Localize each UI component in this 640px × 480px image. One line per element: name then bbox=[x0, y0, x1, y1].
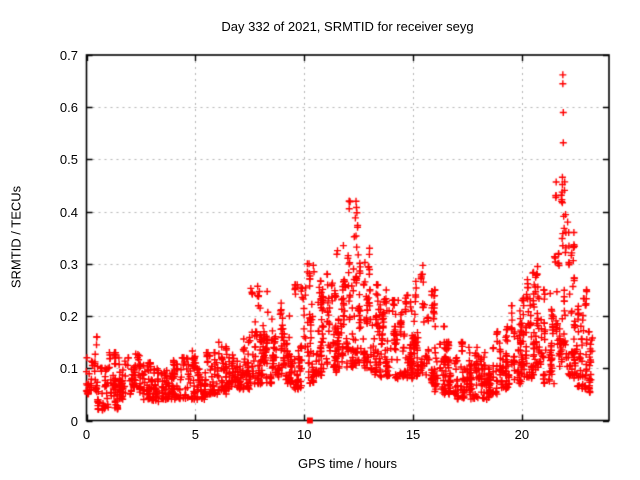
chart-title: Day 332 of 2021, SRMTID for receiver sey… bbox=[221, 19, 474, 34]
y-tick-label: 0 bbox=[70, 413, 78, 429]
y-tick-label: 0.5 bbox=[59, 152, 78, 168]
y-tick-label: 0.3 bbox=[59, 256, 78, 272]
y-tick-label: 0.7 bbox=[59, 48, 78, 63]
x-tick-label: 20 bbox=[514, 427, 530, 442]
y-axis-label: SRMTID / TECUs bbox=[8, 185, 24, 289]
x-tick-label: 15 bbox=[405, 427, 421, 442]
y-tick-label: 0.6 bbox=[59, 100, 78, 116]
y-tick-label: 0.1 bbox=[59, 361, 78, 377]
y-tick-label: 0.2 bbox=[59, 309, 78, 325]
y-tick-label: 0.4 bbox=[59, 204, 78, 220]
x-tick-label: 10 bbox=[296, 427, 312, 442]
x-tick-label: 5 bbox=[191, 427, 199, 442]
x-axis-label: GPS time / hours bbox=[298, 456, 397, 471]
x-tick-label: 0 bbox=[82, 427, 91, 442]
